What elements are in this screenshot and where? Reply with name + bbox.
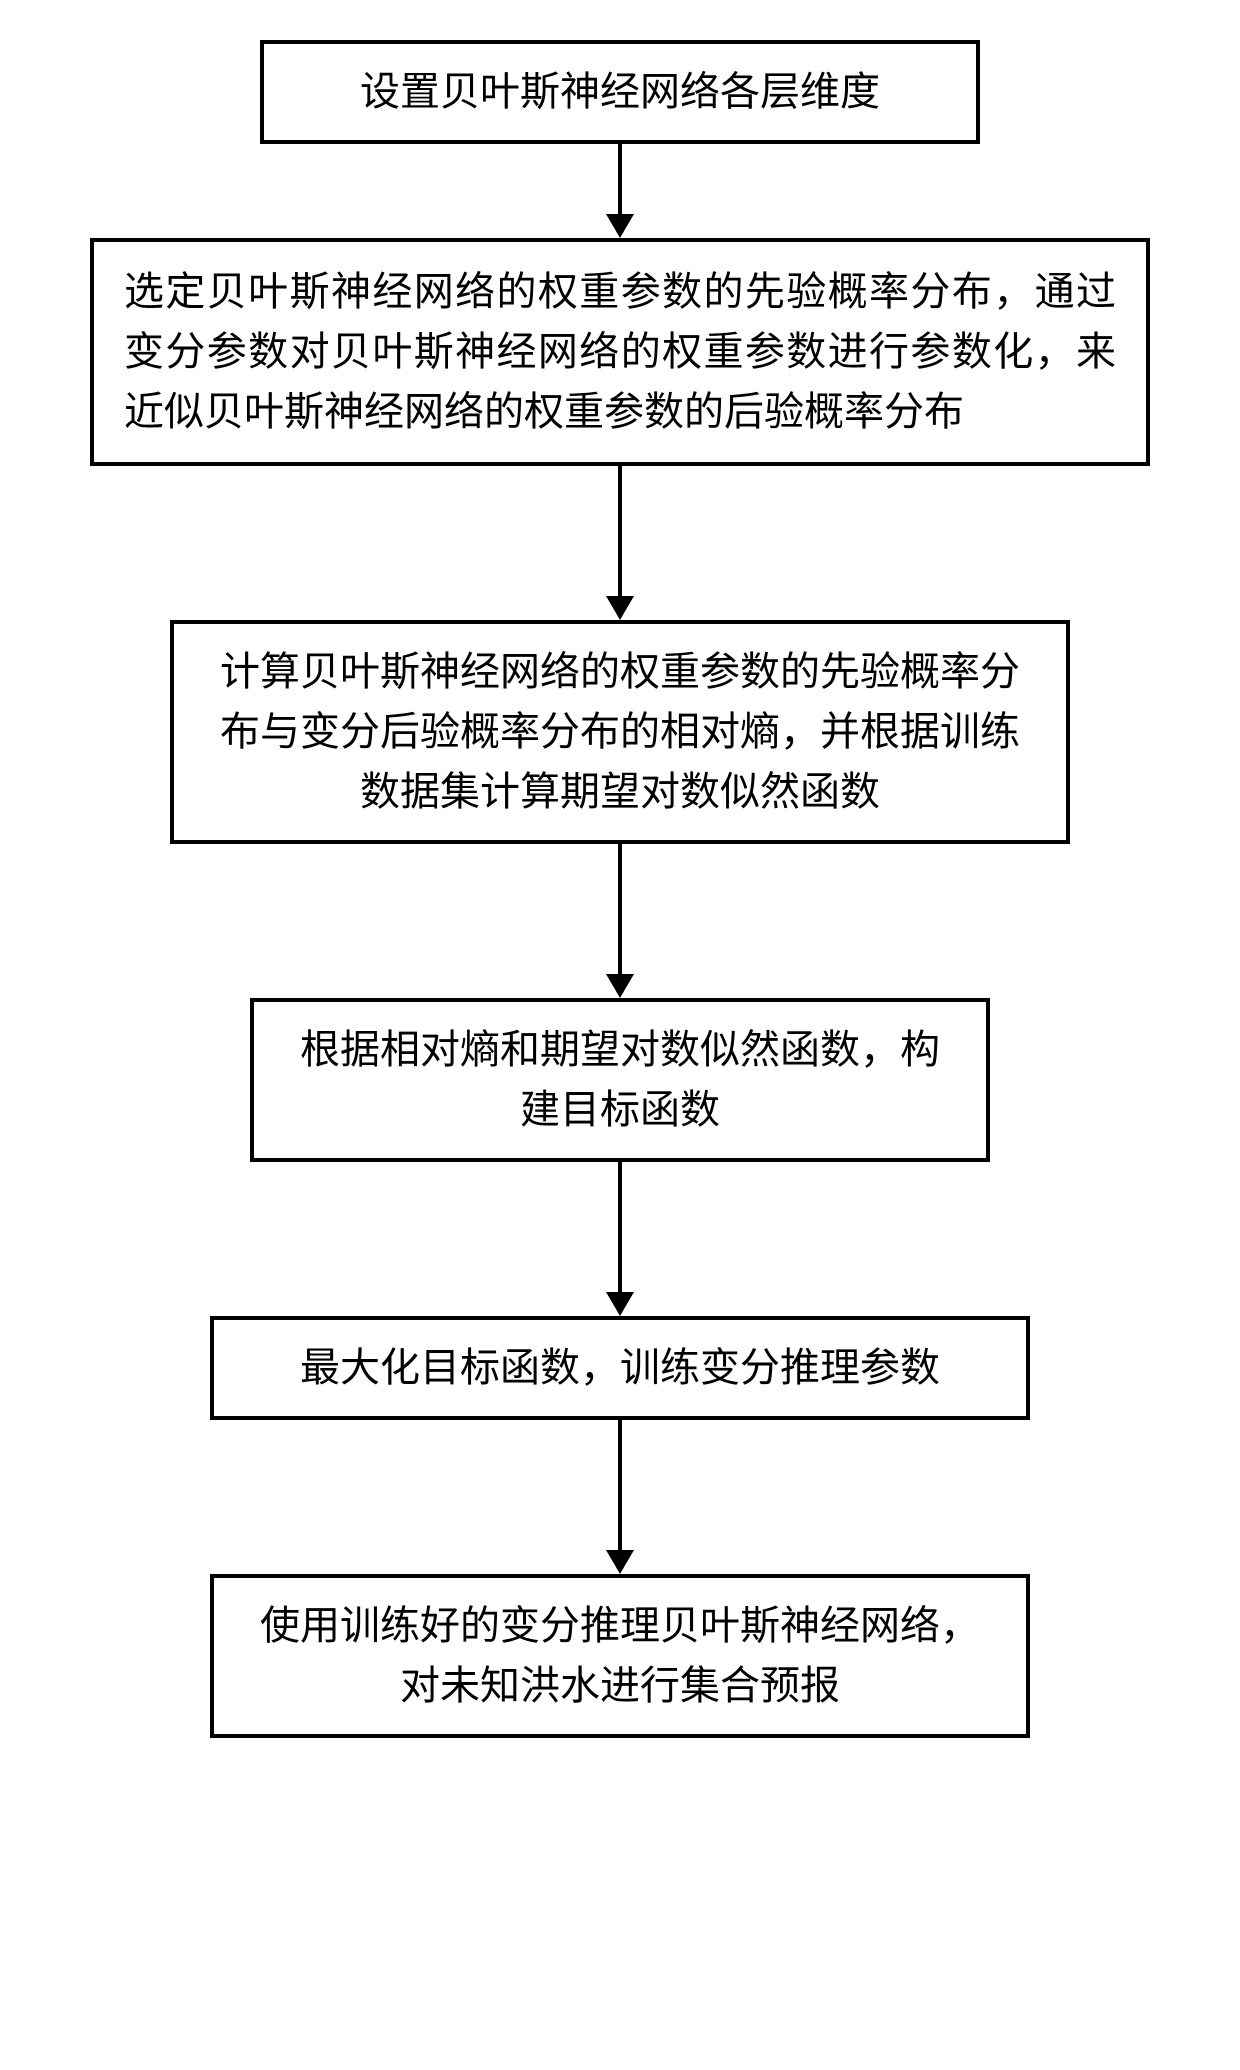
node-1-text: 设置贝叶斯神经网络各层维度 [360,62,880,122]
flowchart-node-6: 使用训练好的变分推理贝叶斯神经网络，对未知洪水进行集合预报 [210,1574,1030,1738]
arrow-line [618,144,622,214]
flowchart-node-2: 选定贝叶斯神经网络的权重参数的先验概率分布，通过变分参数对贝叶斯神经网络的权重参… [90,238,1150,466]
arrow-head-icon [606,596,634,620]
arrow-2-3 [606,466,634,620]
arrow-head-icon [606,974,634,998]
node-6-text: 使用训练好的变分推理贝叶斯神经网络，对未知洪水进行集合预报 [242,1596,998,1716]
node-5-text: 最大化目标函数，训练变分推理参数 [300,1338,940,1398]
arrow-head-icon [606,214,634,238]
arrow-line [618,466,622,596]
flowchart-container: 设置贝叶斯神经网络各层维度 选定贝叶斯神经网络的权重参数的先验概率分布，通过变分… [70,40,1170,1738]
arrow-line [618,1420,622,1550]
node-4-text: 根据相对熵和期望对数似然函数，构建目标函数 [282,1020,958,1140]
flowchart-node-3: 计算贝叶斯神经网络的权重参数的先验概率分布与变分后验概率分布的相对熵，并根据训练… [170,620,1070,844]
arrow-head-icon [606,1292,634,1316]
arrow-head-icon [606,1550,634,1574]
arrow-4-5 [606,1162,634,1316]
node-2-text: 选定贝叶斯神经网络的权重参数的先验概率分布，通过变分参数对贝叶斯神经网络的权重参… [124,262,1116,442]
arrow-3-4 [606,844,634,998]
arrow-line [618,1162,622,1292]
arrow-5-6 [606,1420,634,1574]
arrow-1-2 [606,144,634,238]
arrow-line [618,844,622,974]
flowchart-node-5: 最大化目标函数，训练变分推理参数 [210,1316,1030,1420]
flowchart-node-1: 设置贝叶斯神经网络各层维度 [260,40,980,144]
flowchart-node-4: 根据相对熵和期望对数似然函数，构建目标函数 [250,998,990,1162]
node-3-text: 计算贝叶斯神经网络的权重参数的先验概率分布与变分后验概率分布的相对熵，并根据训练… [202,642,1038,822]
